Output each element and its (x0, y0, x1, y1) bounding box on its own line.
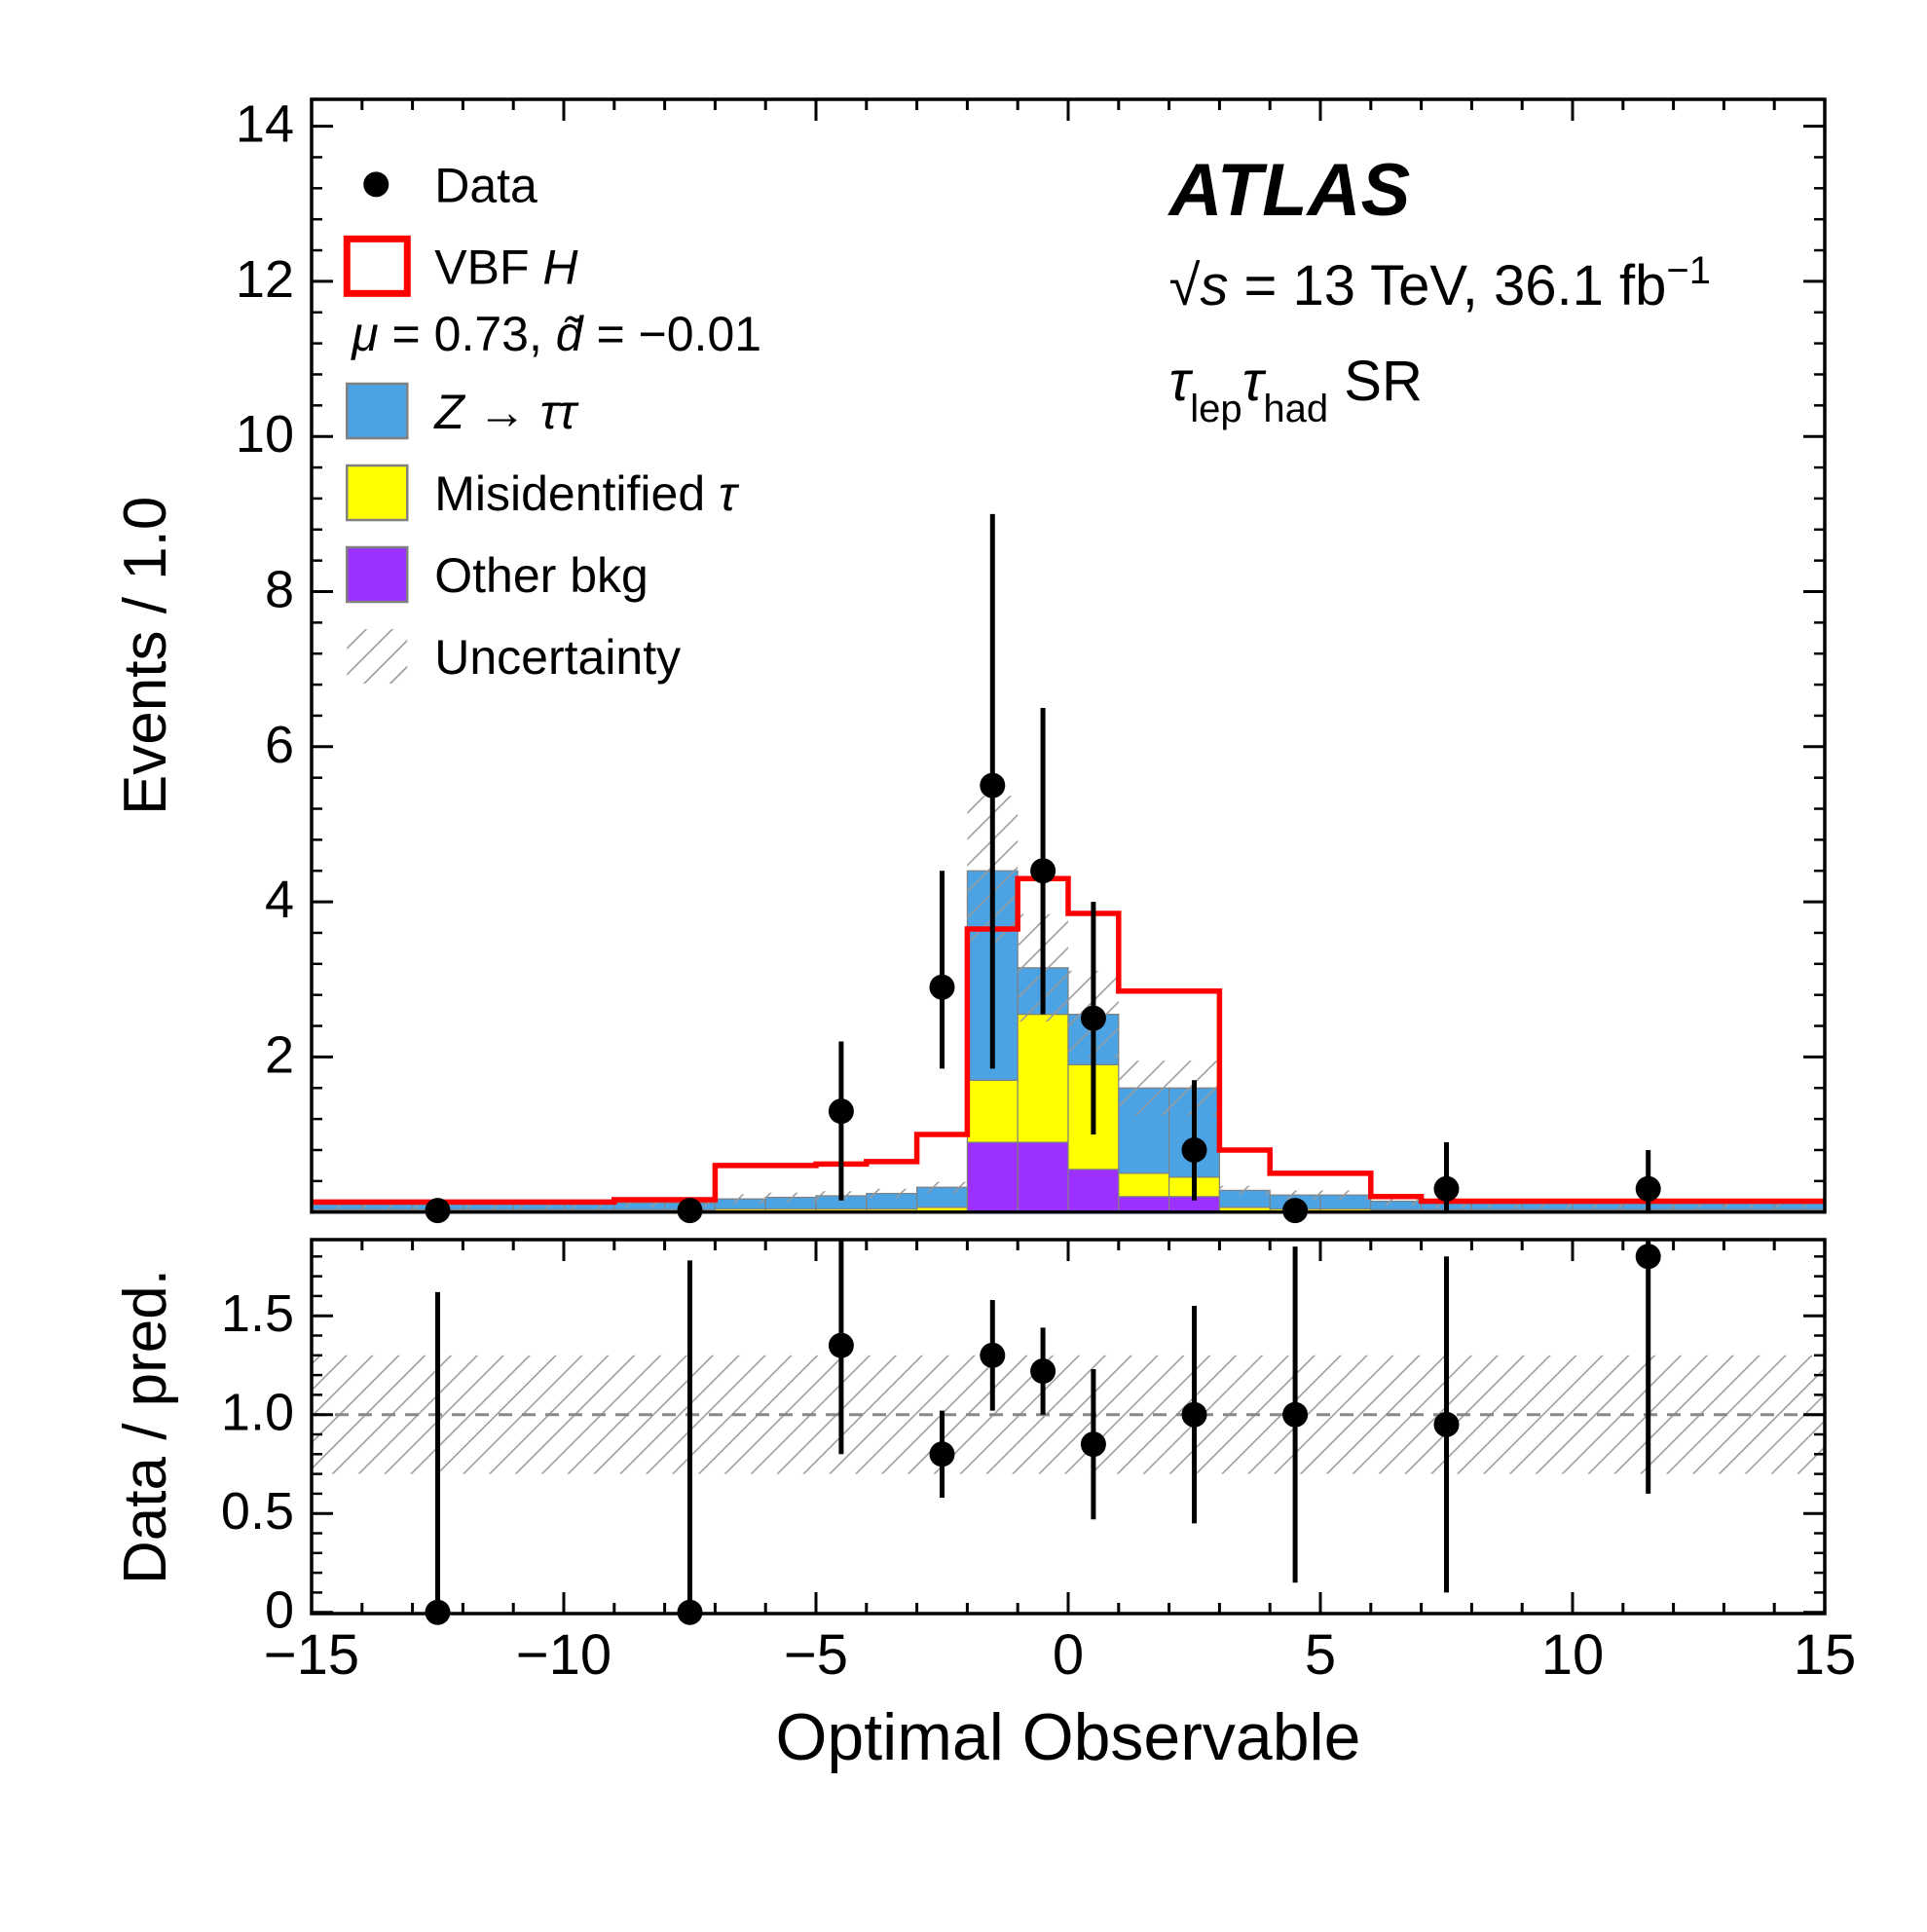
svg-text:Optimal Observable: Optimal Observable (776, 1700, 1361, 1774)
svg-text:Misidentified τ: Misidentified τ (434, 466, 740, 521)
svg-text:0: 0 (1053, 1623, 1084, 1687)
svg-text:−10: −10 (516, 1623, 611, 1687)
svg-text:μ = 0.73, d̃ = −0.01: μ = 0.73, d̃ = −0.01 (350, 307, 761, 361)
svg-text:ATLAS: ATLAS (1167, 149, 1411, 232)
svg-text:VBF H: VBF H (434, 240, 578, 294)
svg-text:−5: −5 (784, 1623, 848, 1687)
svg-text:Events / 1.0: Events / 1.0 (112, 497, 179, 815)
svg-text:10: 10 (236, 405, 294, 464)
svg-text:Data / pred.: Data / pred. (112, 1269, 179, 1584)
svg-text:1.5: 1.5 (221, 1284, 294, 1343)
svg-text:6: 6 (265, 716, 294, 774)
svg-text:2: 2 (265, 1025, 294, 1084)
svg-text:12: 12 (236, 250, 294, 309)
svg-text:√s = 13 TeV, 36.1 fb−1: √s = 13 TeV, 36.1 fb−1 (1169, 249, 1711, 317)
svg-text:10: 10 (1541, 1623, 1605, 1687)
svg-text:Z → ττ: Z → ττ (433, 385, 579, 439)
svg-text:5: 5 (1305, 1623, 1336, 1687)
svg-text:15: 15 (1794, 1623, 1857, 1687)
svg-text:8: 8 (265, 561, 294, 619)
svg-text:4: 4 (265, 871, 294, 929)
svg-text:Other bkg: Other bkg (434, 548, 649, 603)
svg-text:Data: Data (434, 158, 537, 212)
svg-text:1.0: 1.0 (221, 1384, 294, 1442)
svg-text:14: 14 (236, 95, 294, 154)
svg-text:−15: −15 (264, 1623, 359, 1687)
svg-text:0.5: 0.5 (221, 1482, 294, 1541)
svg-text:Uncertainty: Uncertainty (434, 630, 681, 685)
